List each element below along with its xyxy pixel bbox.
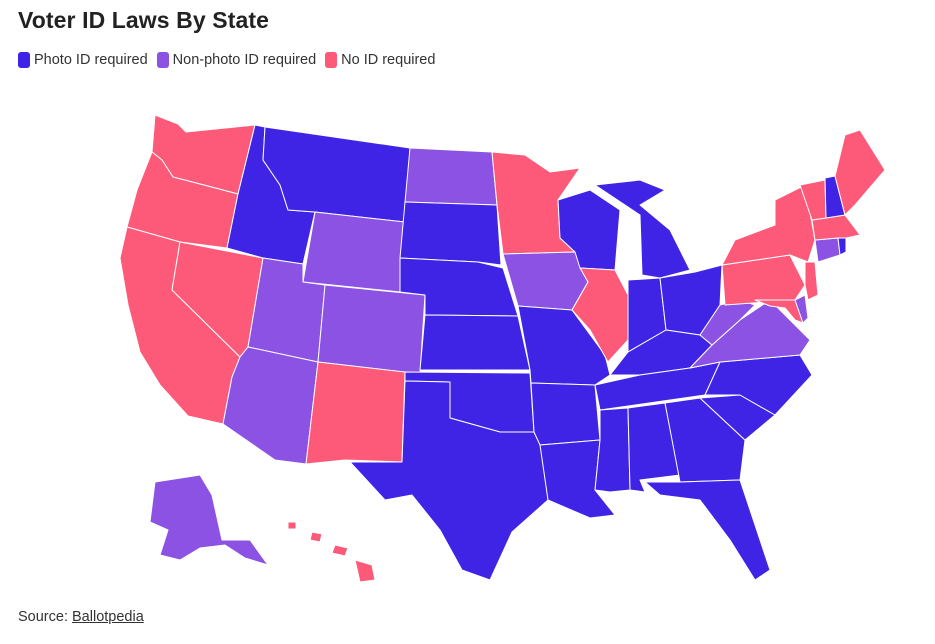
legend: Photo ID required Non-photo ID required … bbox=[18, 52, 444, 68]
map-title: Voter ID Laws By State bbox=[18, 7, 270, 33]
state-KS[interactable] bbox=[419, 314, 531, 371]
legend-label-photo: Photo ID required bbox=[34, 52, 148, 68]
state-TX[interactable] bbox=[349, 380, 549, 581]
state-HI-big-island[interactable] bbox=[354, 559, 376, 583]
state-MI[interactable] bbox=[594, 179, 691, 279]
state-WV[interactable] bbox=[699, 299, 756, 346]
legend-swatch-nonphoto bbox=[156, 52, 169, 68]
state-AK[interactable] bbox=[149, 474, 269, 566]
state-AR[interactable] bbox=[530, 382, 601, 446]
state-MS[interactable] bbox=[594, 407, 631, 493]
state-ME[interactable] bbox=[834, 129, 886, 216]
state-HI-oahu[interactable] bbox=[309, 531, 323, 543]
legend-swatch-none bbox=[325, 52, 338, 68]
state-GA[interactable] bbox=[664, 397, 746, 483]
legend-label-none: No ID required bbox=[341, 52, 436, 68]
legend-item-photo: Photo ID required bbox=[18, 52, 148, 68]
state-HI-maui[interactable] bbox=[331, 544, 349, 557]
state-HI-kauai[interactable] bbox=[287, 521, 297, 530]
state-RI[interactable] bbox=[837, 237, 847, 256]
state-MO[interactable] bbox=[517, 305, 611, 386]
state-IA[interactable] bbox=[502, 251, 589, 311]
legend-label-nonphoto: Non-photo ID required bbox=[172, 52, 317, 68]
state-AZ[interactable] bbox=[222, 346, 319, 465]
state-HI-group bbox=[287, 521, 376, 583]
state-VA[interactable] bbox=[689, 299, 811, 369]
state-NJ[interactable] bbox=[804, 261, 819, 301]
legend-swatch-photo bbox=[18, 52, 30, 68]
source-prefix: Source: bbox=[18, 609, 68, 625]
state-WY[interactable] bbox=[302, 211, 406, 293]
state-IL[interactable] bbox=[571, 267, 629, 363]
state-DE[interactable] bbox=[794, 294, 809, 324]
source-line: Source: Ballotpedia bbox=[18, 609, 144, 625]
state-SD[interactable] bbox=[399, 201, 502, 266]
source-link[interactable]: Ballotpedia bbox=[72, 609, 144, 625]
state-OR[interactable] bbox=[126, 151, 239, 249]
legend-item-none: No ID required bbox=[325, 52, 435, 68]
state-FL[interactable] bbox=[644, 479, 771, 581]
state-CO[interactable] bbox=[317, 284, 426, 375]
legend-item-nonphoto: Non-photo ID required bbox=[156, 52, 317, 68]
state-NM[interactable] bbox=[305, 361, 406, 465]
state-CT[interactable] bbox=[814, 237, 841, 263]
state-ND[interactable] bbox=[404, 147, 498, 206]
state-NY[interactable] bbox=[721, 184, 816, 266]
